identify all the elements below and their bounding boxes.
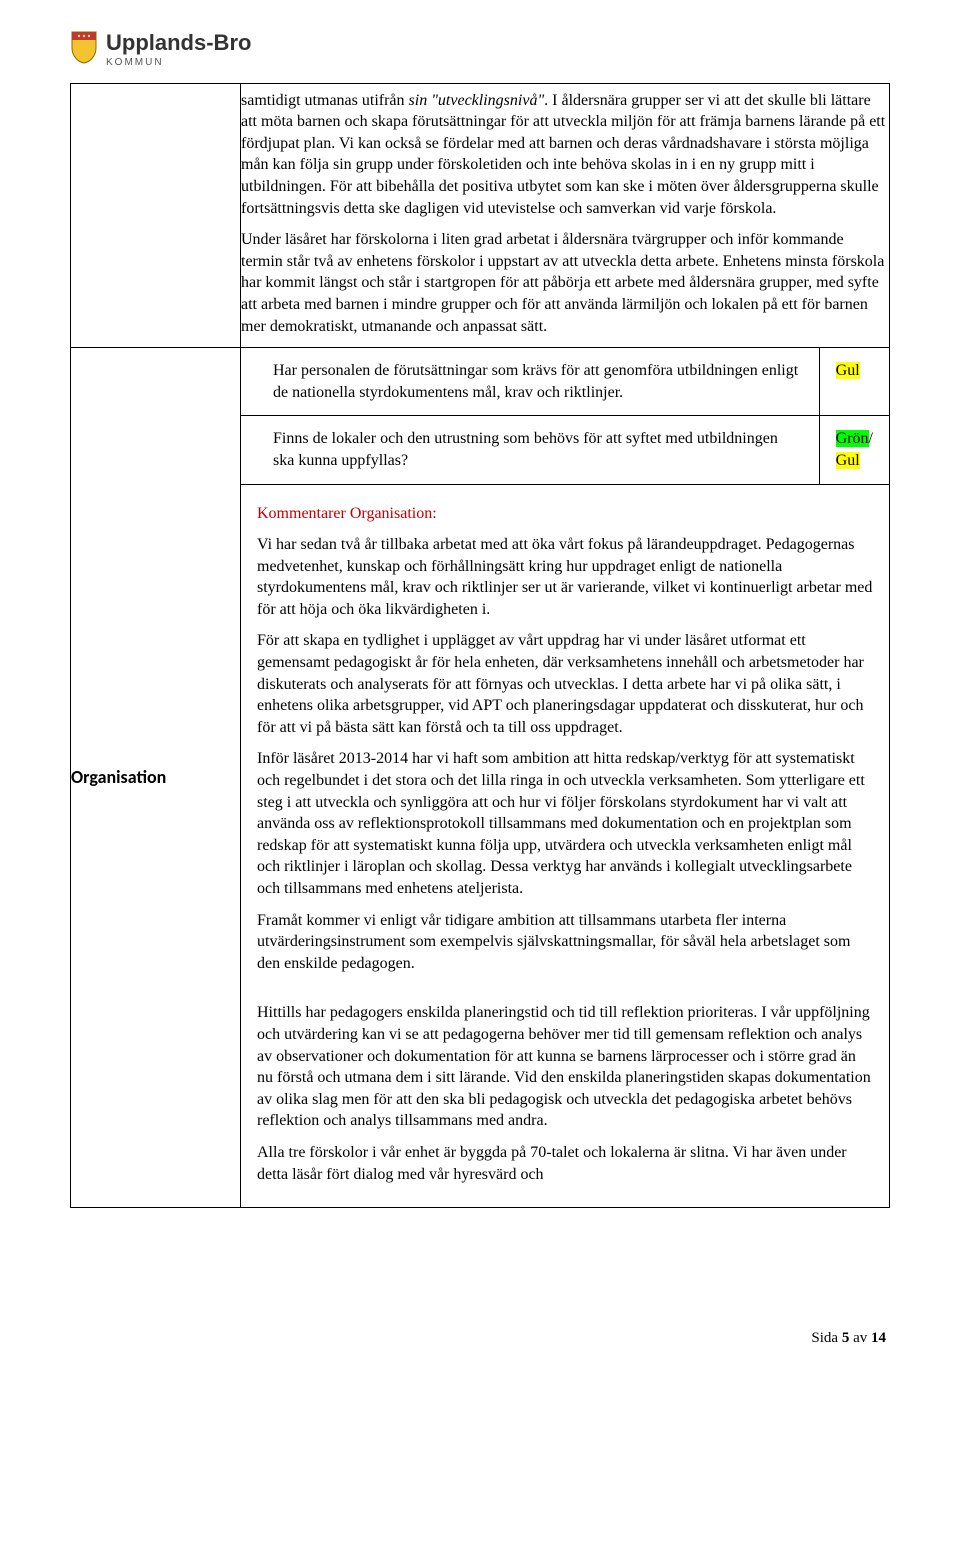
p1-leadin: samtidigt utmanas utifrån: [241, 92, 409, 109]
logo-subtitle: KOMMUN: [106, 56, 251, 70]
comment-p4: Framåt kommer vi enligt vår tidigare amb…: [257, 910, 873, 975]
logo-text-block: Upplands-Bro KOMMUN: [106, 32, 251, 70]
page-footer: Sida 5 av 14: [70, 1328, 890, 1348]
comment-p3: Inför läsåret 2013-2014 har vi haft som …: [257, 748, 873, 899]
top-paragraph-1: samtidigt utmanas utifrån sin "utvecklin…: [241, 90, 889, 220]
header-logo: Upplands-Bro KOMMUN: [70, 30, 890, 71]
q2-rating-green: Grön: [836, 430, 869, 447]
q1-rating-cell: Gul: [819, 348, 889, 416]
top-paragraph-2: Under läsåret har förskolorna i liten gr…: [241, 229, 889, 337]
logo-brand: Upplands-Bro: [106, 32, 251, 54]
row1-left-empty: [71, 83, 241, 348]
q2-rating-cell: Grön/ Gul: [819, 416, 889, 484]
footer-of: av: [849, 1330, 871, 1346]
row1-content: samtidigt utmanas utifrån sin "utvecklin…: [241, 83, 890, 348]
p1-rest: . I åldersnära grupper ser vi att det sk…: [241, 92, 885, 217]
q2-rating-yellow: Gul: [836, 452, 860, 469]
comment-p6: Alla tre förskolor i vår enhet är byggda…: [257, 1142, 873, 1185]
q2-rating-sep: /: [869, 430, 873, 447]
comment-p2: För att skapa en tydlighet i upplägget a…: [257, 630, 873, 738]
organisation-content-cell: Har personalen de förutsättningar som kr…: [241, 348, 890, 1208]
p1-italic: sin "utvecklingsnivå": [409, 92, 545, 109]
comment-p1: Vi har sedan två år tillbaka arbetat med…: [257, 534, 873, 620]
q1-text: Har personalen de förutsättningar som kr…: [241, 348, 819, 416]
shield-icon: [70, 30, 98, 71]
organisation-label: Organisation: [71, 766, 166, 788]
footer-label: Sida: [811, 1330, 841, 1346]
comments-heading: Kommentarer Organisation:: [257, 503, 873, 525]
q1-rating: Gul: [836, 362, 860, 379]
comment-p5: Hittills har pedagogers enskilda planeri…: [257, 1002, 873, 1132]
organisation-label-cell: Organisation: [71, 348, 241, 1208]
q2-text: Finns de lokaler och den utrustning som …: [241, 416, 819, 484]
organisation-questions-table: Har personalen de förutsättningar som kr…: [241, 348, 889, 1207]
document-table: samtidigt utmanas utifrån sin "utvecklin…: [70, 83, 890, 1209]
comments-cell: Kommentarer Organisation: Vi har sedan t…: [241, 484, 889, 1207]
footer-total: 14: [871, 1330, 886, 1346]
